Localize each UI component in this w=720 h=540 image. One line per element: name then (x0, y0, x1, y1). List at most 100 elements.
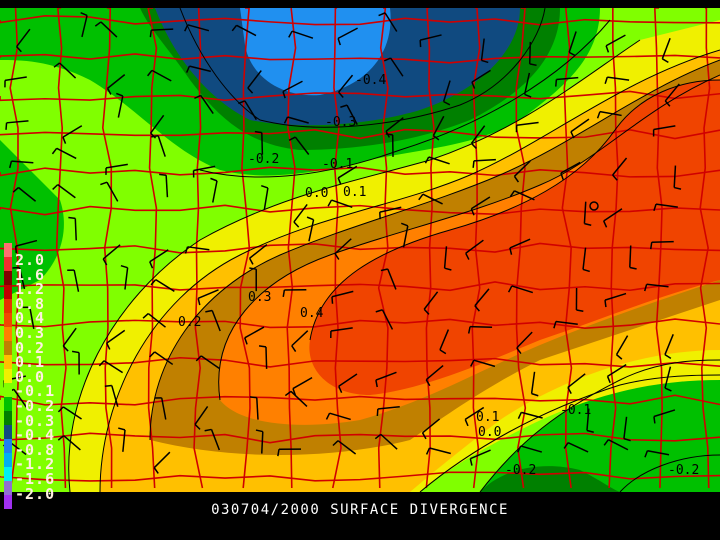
wind-barb (150, 279, 175, 292)
wind-barb (643, 283, 669, 292)
wind-barb (338, 74, 354, 98)
wind-barb (67, 269, 80, 292)
wind-barb (12, 266, 26, 290)
wind-barb (513, 160, 531, 183)
wind-barb (374, 433, 398, 450)
legend-swatch (4, 369, 12, 383)
wind-barb (282, 289, 307, 298)
legend-swatch (4, 495, 12, 509)
wind-barb (653, 409, 676, 424)
wind-barb (604, 292, 627, 308)
wind-barb (247, 70, 262, 94)
wind-barb (204, 428, 221, 451)
wind-barb (623, 416, 631, 442)
wind-barb (327, 199, 353, 208)
contour-label: 0.2 (178, 315, 201, 330)
wind-barb (507, 285, 534, 294)
wind-barb (151, 135, 166, 157)
wind-barb (649, 240, 674, 250)
contour-label: 0.0 (305, 186, 328, 201)
wind-barb (425, 447, 451, 455)
wind-barb (210, 177, 218, 203)
legend-label: 0.8 (15, 294, 46, 313)
wind-barb (249, 267, 257, 292)
wind-barb (338, 373, 358, 393)
legend-swatch (4, 383, 12, 397)
contour-label: -0.1 (560, 403, 591, 418)
contour-label: -0.4 (355, 73, 386, 88)
wind-barb (423, 291, 439, 315)
legend-swatch (4, 285, 12, 299)
wind-barb (149, 28, 174, 38)
legend-label: -0.8 (15, 440, 56, 459)
wind-barb (383, 57, 404, 77)
wind-barb (470, 125, 486, 149)
contour-label: 0.1 (476, 410, 499, 425)
county-line (0, 53, 720, 64)
legend-label: -0.1 (15, 382, 56, 401)
contour-label: -0.1 (322, 157, 353, 172)
wind-barb (465, 239, 484, 260)
legend-swatch (4, 327, 12, 341)
legend-swatch (4, 341, 12, 355)
county-line (331, 8, 342, 489)
wind-barb (629, 245, 637, 270)
wind-barb (12, 186, 37, 202)
wind-barb (238, 100, 257, 121)
county-line (425, 8, 435, 489)
wind-barb (568, 31, 577, 57)
wind-barb (380, 268, 397, 290)
county-line (101, 8, 113, 489)
wind-barb (150, 114, 165, 139)
legend-label: -0.3 (15, 411, 56, 430)
wind-barb (292, 376, 313, 396)
wind-barb (255, 429, 264, 454)
wind-barb (118, 427, 126, 452)
wind-barb (248, 244, 268, 265)
wind-barb (586, 408, 594, 433)
wind-barb (120, 264, 129, 290)
wind-barb (563, 442, 589, 453)
wind-barb (53, 62, 77, 79)
wind-barb (385, 133, 394, 157)
wind-barb (149, 249, 169, 269)
wind-barb (340, 104, 358, 125)
county-line (654, 8, 663, 489)
wind-barb (62, 327, 77, 352)
wind-barb (68, 216, 77, 241)
wind-barb (306, 216, 315, 242)
legend-label: -1.2 (15, 455, 56, 474)
wind-barb (4, 76, 27, 88)
legend-swatch (4, 313, 12, 327)
wind-barb (71, 350, 80, 375)
legend-swatch (4, 271, 12, 285)
wind-barb (325, 412, 351, 421)
wind-barb (644, 449, 670, 458)
wind-barb (22, 306, 35, 330)
wind-barb (570, 118, 590, 139)
contour-label: -0.2 (505, 463, 536, 478)
wind-barb (5, 120, 29, 130)
county-line (0, 14, 720, 26)
wind-barb (277, 448, 302, 457)
wind-barb (231, 24, 257, 37)
wind-barb (105, 163, 128, 175)
wind-barb (185, 65, 211, 73)
wind-barb (337, 27, 358, 46)
county-line (377, 8, 389, 489)
contour-label: -0.2 (248, 152, 279, 167)
wind-barb (106, 74, 126, 95)
wind-barb (664, 366, 672, 392)
wind-barb (330, 327, 353, 339)
wind-barb (376, 406, 400, 416)
legend-swatch (4, 355, 12, 369)
wind-barb (288, 136, 310, 155)
legend-swatch (4, 467, 12, 481)
wind-barb (612, 157, 628, 181)
wind-barb (332, 440, 357, 455)
wind-barb (104, 384, 119, 407)
legend-swatch (4, 243, 12, 257)
wind-barb (469, 449, 491, 466)
contour-label: 0.0 (478, 425, 501, 440)
contour-lines (68, 8, 720, 492)
